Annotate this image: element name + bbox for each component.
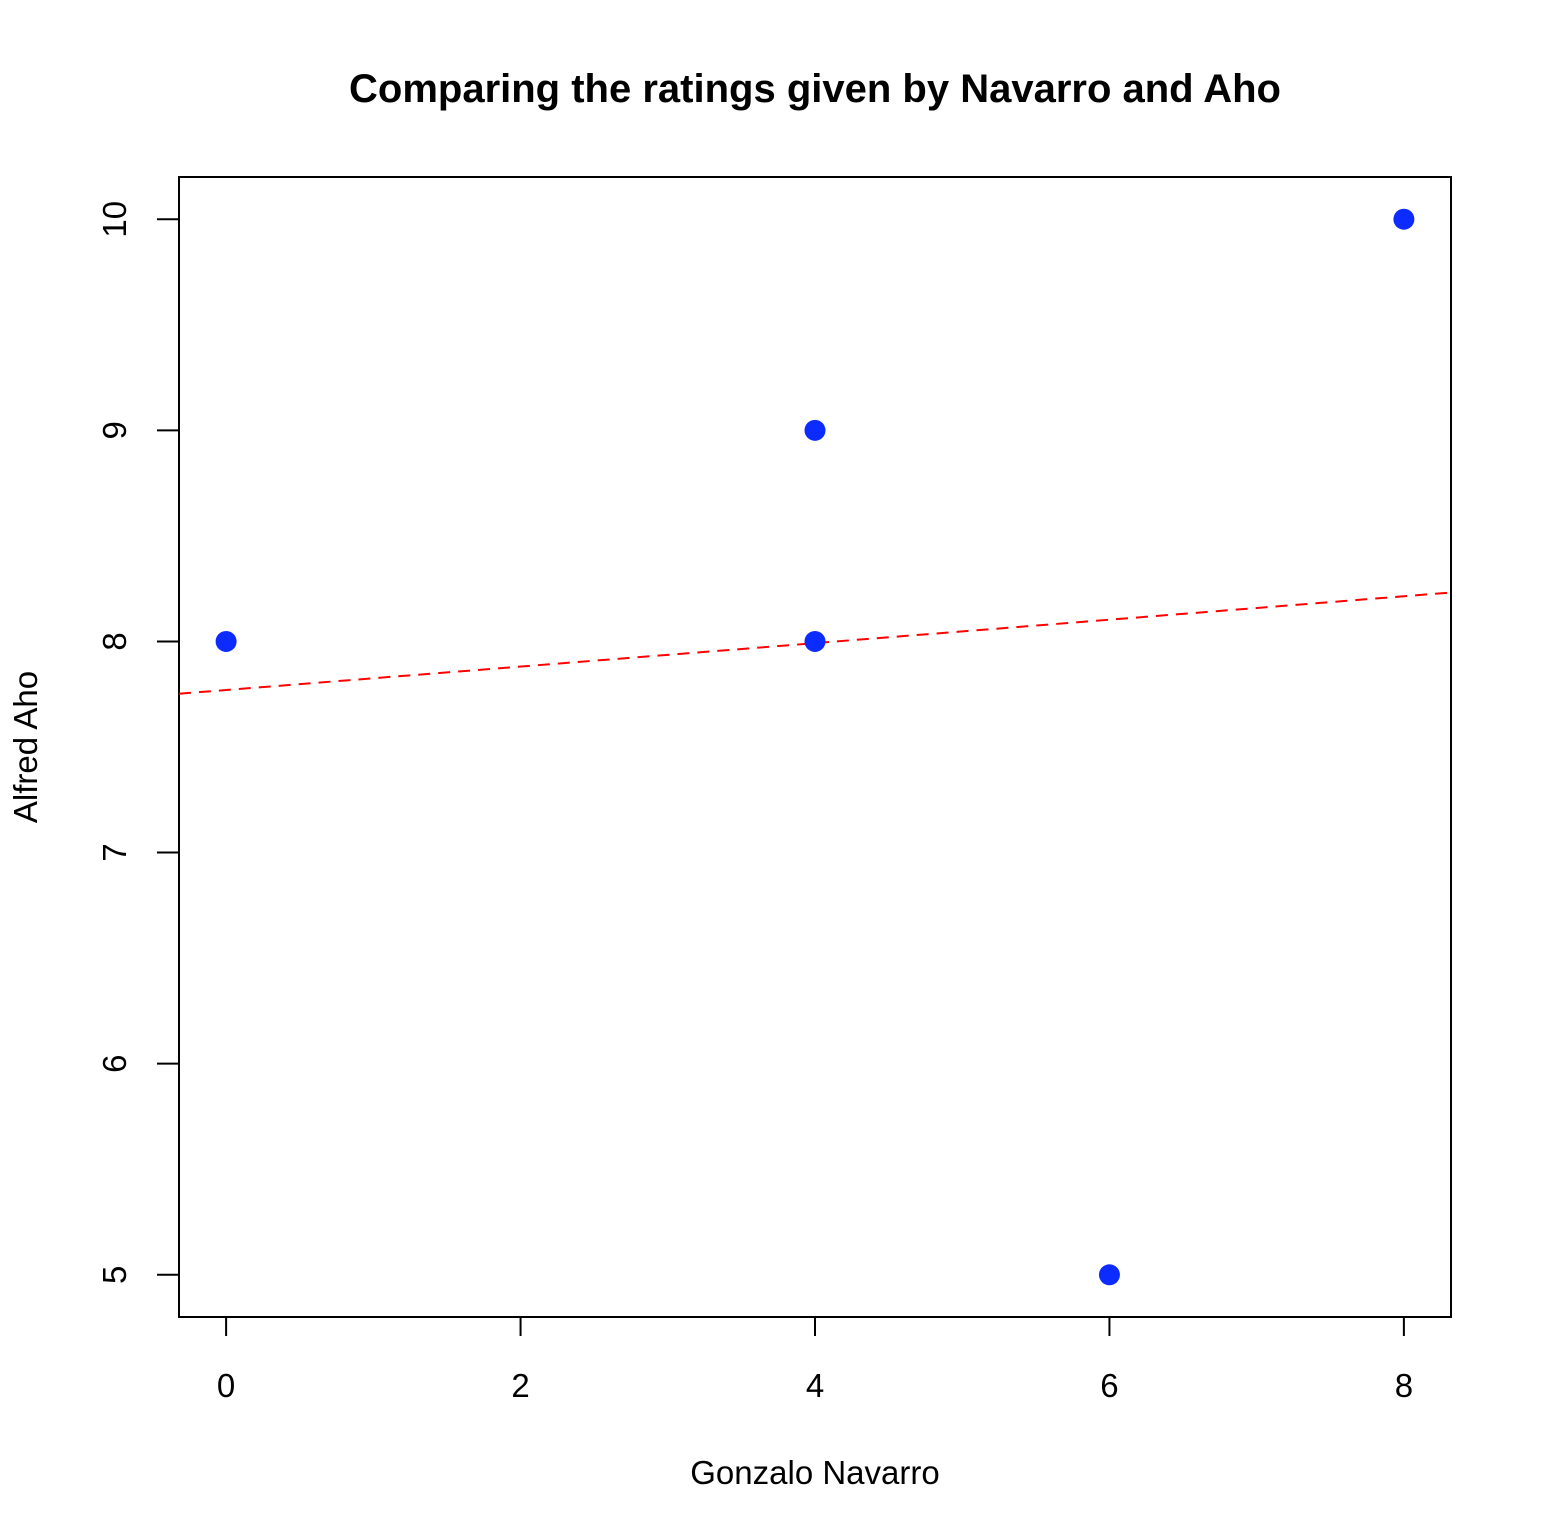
x-tick-label: 0 bbox=[217, 1367, 235, 1404]
data-point bbox=[804, 419, 826, 441]
plot-area: 0 2 4 6 8 5 6 7 8 9 10 bbox=[96, 176, 1452, 1404]
x-tick-label: 4 bbox=[806, 1367, 824, 1404]
data-point bbox=[1098, 1264, 1120, 1286]
y-tick-label: 8 bbox=[96, 632, 133, 650]
y-tick-label: 10 bbox=[96, 201, 133, 238]
y-tick-label: 7 bbox=[96, 843, 133, 861]
x-tick-label: 2 bbox=[511, 1367, 529, 1404]
regression-line bbox=[178, 591, 1452, 695]
x-tick-label: 6 bbox=[1100, 1367, 1118, 1404]
x-tick-label: 8 bbox=[1395, 1367, 1413, 1404]
y-tick-label: 6 bbox=[96, 1054, 133, 1072]
y-axis-label: Alfred Aho bbox=[7, 671, 44, 823]
y-tick-label: 5 bbox=[96, 1266, 133, 1284]
chart-title: Comparing the ratings given by Navarro a… bbox=[349, 67, 1281, 111]
plot-frame bbox=[178, 176, 1452, 1318]
data-point bbox=[215, 630, 237, 652]
data-point bbox=[804, 630, 826, 652]
x-axis-label: Gonzalo Navarro bbox=[690, 1454, 939, 1491]
data-point bbox=[1393, 208, 1415, 230]
y-tick-label: 9 bbox=[96, 421, 133, 439]
